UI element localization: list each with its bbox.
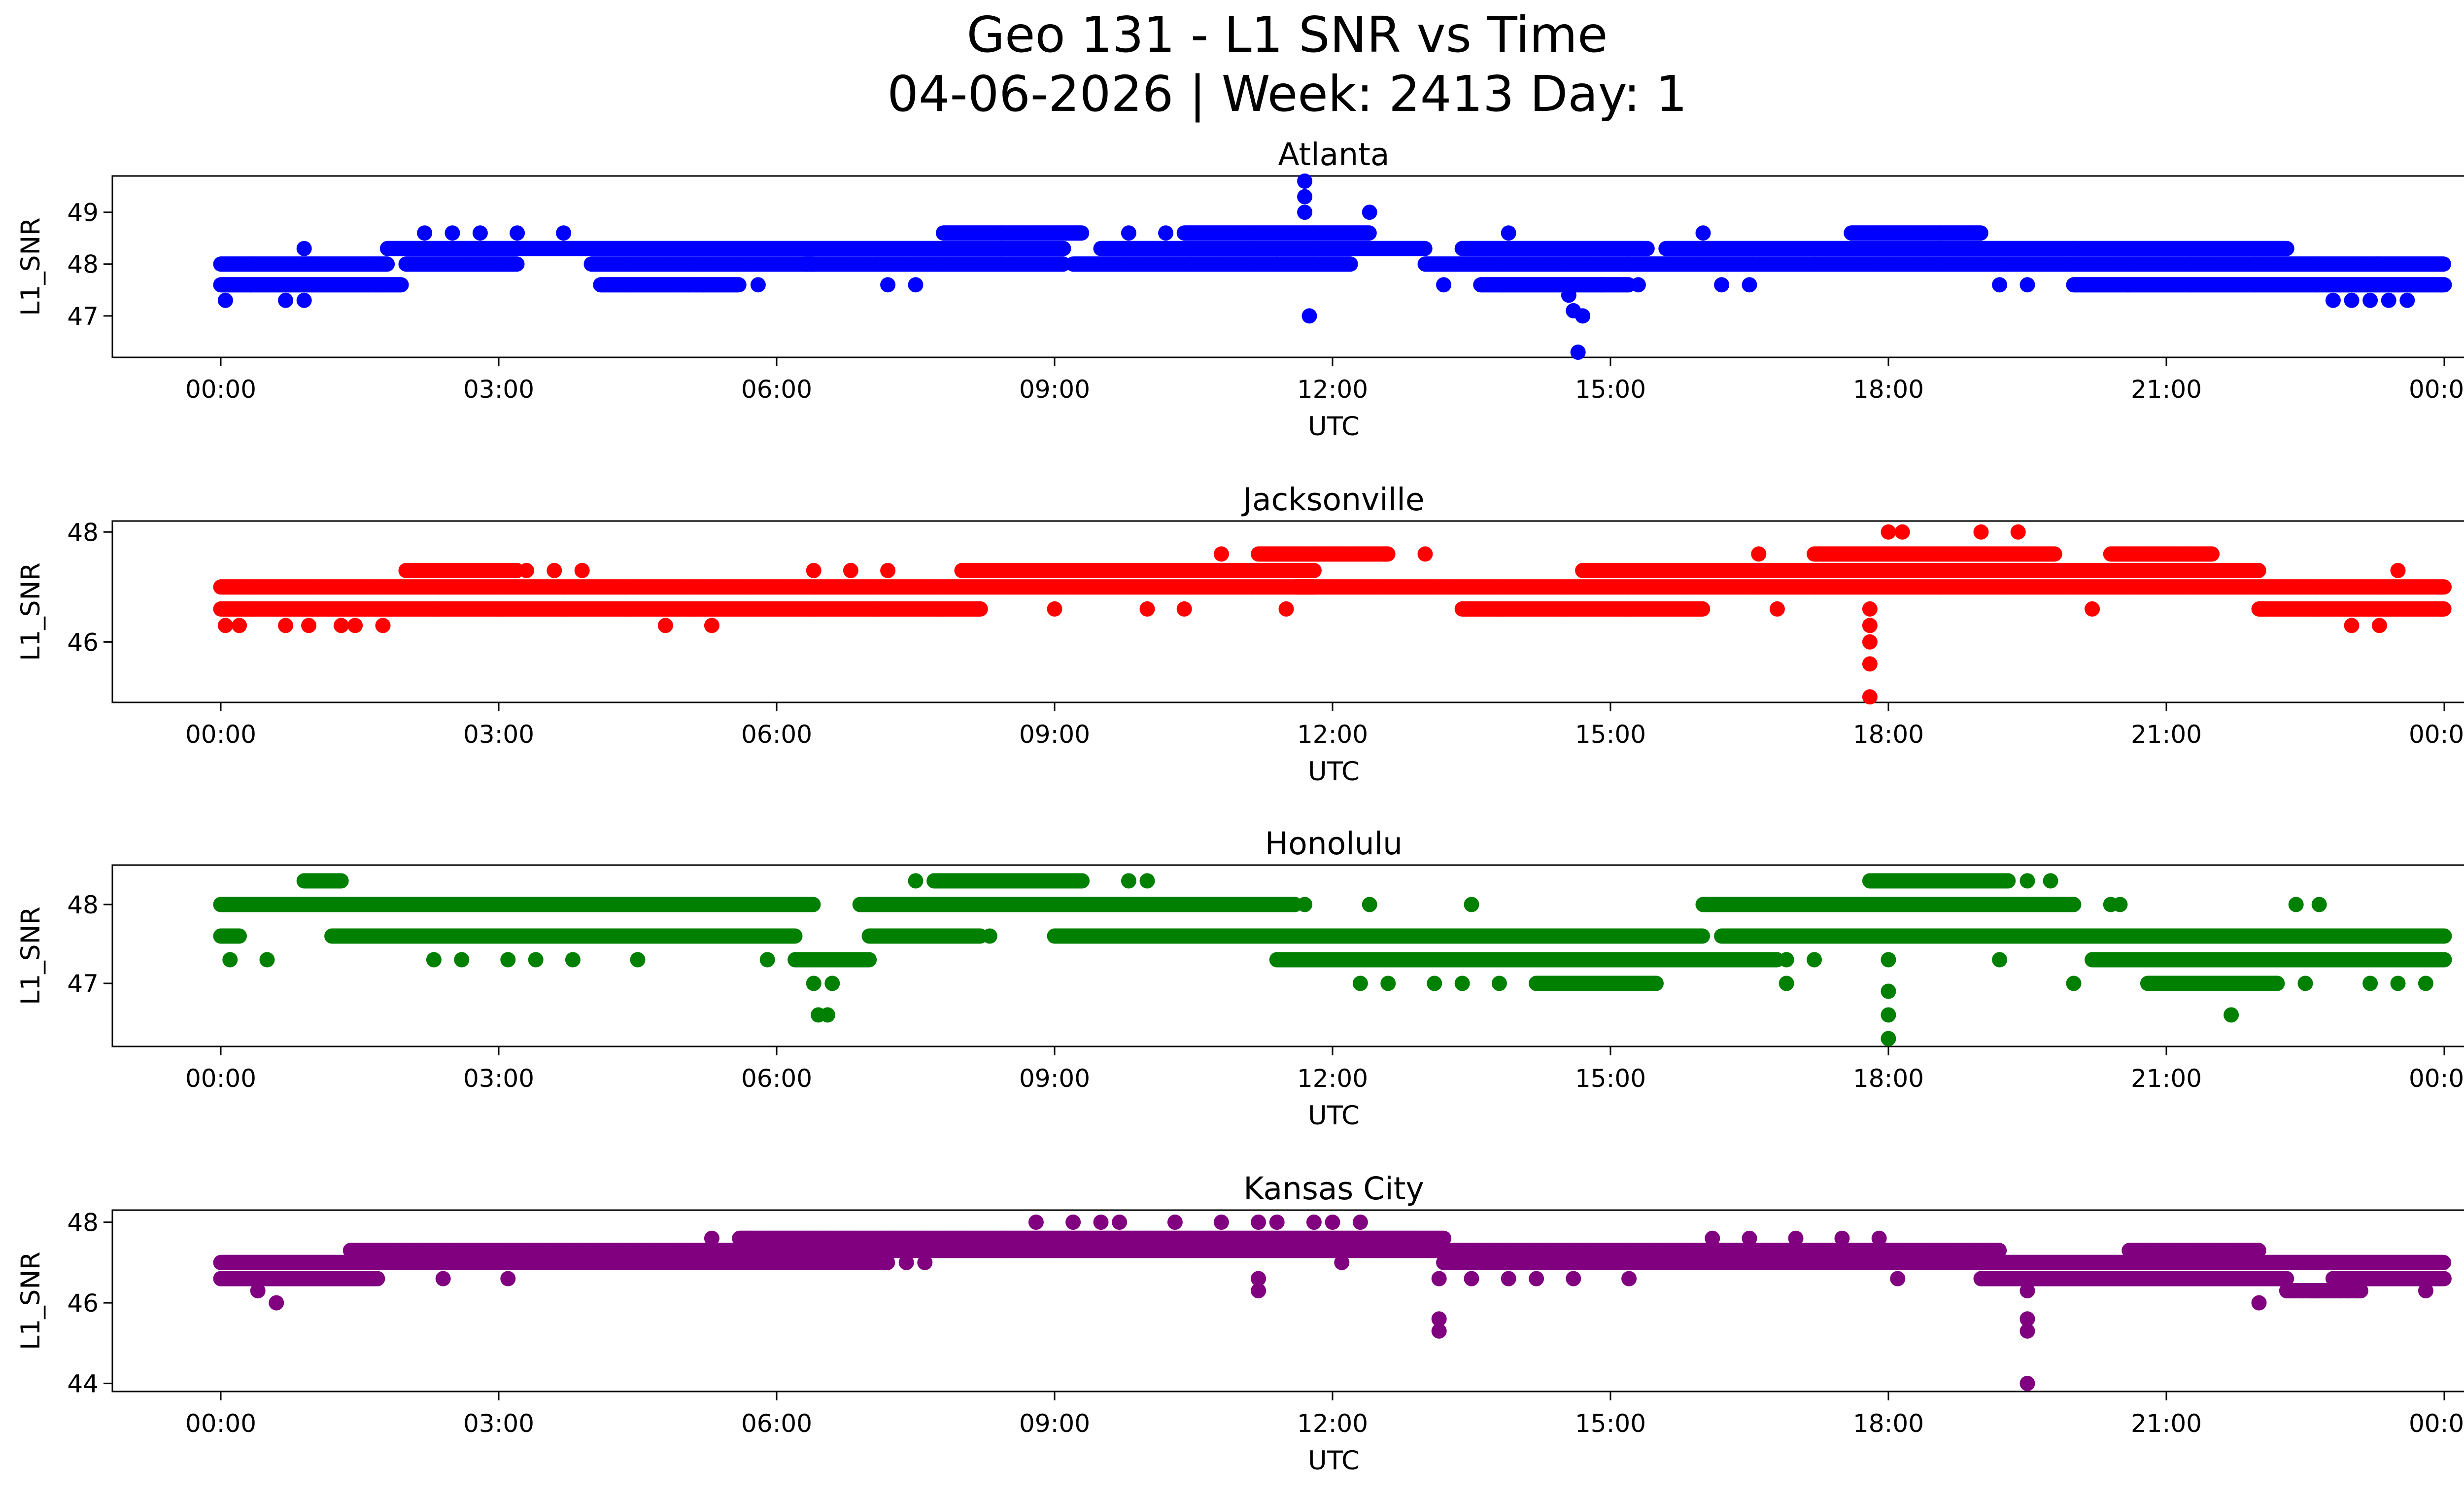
- series-points: [213, 174, 2452, 360]
- data-point: [379, 256, 395, 272]
- data-point: [2279, 241, 2294, 256]
- data-point: [731, 277, 747, 293]
- figure-title-line2: 04-06-2026 | Week: 2413 Day: 1: [887, 65, 1687, 123]
- data-point: [2435, 256, 2451, 272]
- data-point: [509, 256, 525, 272]
- figure-title-line1: Geo 131 - L1 SNR vs Time: [967, 6, 1608, 64]
- data-point: [1417, 241, 1433, 256]
- axes-frame: [111, 175, 2464, 358]
- data-point: [1639, 241, 1655, 256]
- data-point: [393, 277, 409, 293]
- subplot-title: Atlanta: [1278, 137, 1389, 173]
- data-point: [1342, 256, 1358, 272]
- data-point: [1056, 241, 1071, 256]
